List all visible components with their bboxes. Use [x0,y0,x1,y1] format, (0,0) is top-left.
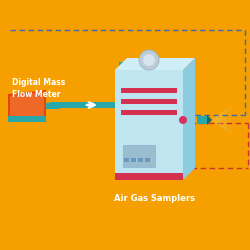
Bar [197,116,207,124]
Bar [46,103,60,109]
Polygon shape [8,90,46,122]
Circle shape [143,54,155,66]
Polygon shape [50,102,125,108]
Polygon shape [212,108,227,132]
Bar [146,50,152,61]
Bar [123,145,155,167]
Bar [115,70,183,180]
Polygon shape [10,92,44,120]
Bar [121,99,177,104]
Polygon shape [115,58,195,70]
Polygon shape [212,116,217,124]
Bar [138,158,143,162]
Bar [8,116,46,122]
Polygon shape [207,115,212,125]
Bar [124,158,129,162]
Polygon shape [212,104,232,136]
Text: Digital Mass
Flow Meter: Digital Mass Flow Meter [12,78,65,99]
Polygon shape [212,112,222,128]
Circle shape [139,50,159,70]
Bar [145,158,150,162]
Polygon shape [183,58,195,180]
Bar [115,173,183,180]
Bar [121,88,177,93]
Polygon shape [119,68,125,108]
Bar [121,110,177,115]
Circle shape [179,116,187,124]
Bar [131,158,136,162]
Text: Air Gas Samplers: Air Gas Samplers [114,194,196,203]
Polygon shape [119,62,155,68]
